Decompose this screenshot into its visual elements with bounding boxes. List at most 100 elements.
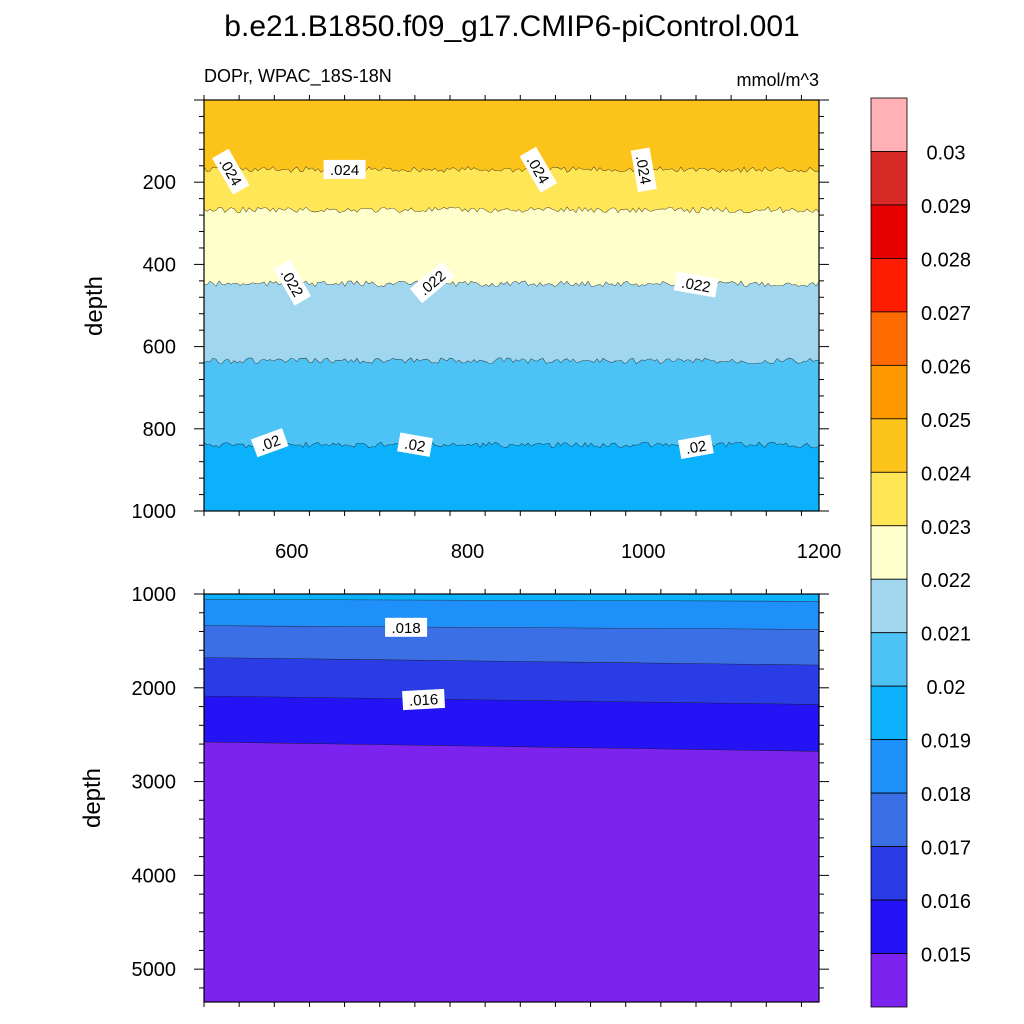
colorbar-swatch xyxy=(870,418,908,473)
colorbar-label: 0.018 xyxy=(921,784,971,806)
contour-label-box xyxy=(323,159,366,179)
upper-y-tick-label: 400 xyxy=(143,254,176,276)
lower-y-tick-label: 3000 xyxy=(132,772,177,794)
upper-depth-panel: .024.024.024.024.022.022.022.02.02.02200… xyxy=(81,95,841,563)
contour-label-box xyxy=(630,147,657,193)
figure-title: b.e21.B1850.f09_g17.CMIP6-piControl.001 xyxy=(224,10,799,43)
contour-label-box xyxy=(273,259,312,306)
upper-x-tick-label: 1000 xyxy=(621,541,666,563)
upper-band-fill xyxy=(204,166,819,214)
lower-panel-frame xyxy=(203,593,820,1003)
colorbar-swatch xyxy=(870,151,908,206)
colorbar-swatch xyxy=(870,204,908,259)
contour-label-box xyxy=(397,432,433,457)
colorbar-label: 0.025 xyxy=(921,410,971,432)
upper-contour-label: .024 xyxy=(323,159,366,179)
colorbar-swatch xyxy=(870,578,908,634)
colorbar-swatch xyxy=(870,311,908,366)
upper-contour-label: .022 xyxy=(673,271,719,298)
upper-band-fill xyxy=(204,100,819,173)
contour-label-text: .02 xyxy=(403,436,426,456)
colorbar-label: 0.028 xyxy=(921,249,971,271)
contour-label-text: .022 xyxy=(680,275,712,297)
colorbar-label: 0.015 xyxy=(921,945,971,967)
lower-band-fill xyxy=(204,599,819,630)
colorbar-swatch xyxy=(870,953,908,1008)
lower-contour-line xyxy=(203,741,820,752)
colorbar-label: 0.029 xyxy=(921,196,971,218)
contour-label-box xyxy=(250,428,289,458)
upper-y-tick-label: 200 xyxy=(143,172,176,194)
upper-band-fill xyxy=(204,281,819,364)
colorbar-label: 0.03 xyxy=(927,142,966,164)
lower-band-fill xyxy=(204,594,819,602)
colorbar-swatch xyxy=(870,846,908,901)
contour-label-text: .02 xyxy=(257,432,282,455)
colorbar-label: 0.026 xyxy=(921,356,971,378)
contour-label-box xyxy=(212,148,250,195)
colorbar-swatch xyxy=(870,739,908,794)
subtitle-variable-region: DOPr, WPAC_18S-18N xyxy=(204,66,392,87)
lower-y-tick-label: 4000 xyxy=(132,865,177,887)
contour-label-box xyxy=(385,617,428,637)
colorbar-swatch xyxy=(870,258,908,313)
colorbar-swatch xyxy=(870,685,908,741)
lower-band-fill xyxy=(204,657,819,705)
lower-y-tick-label: 1000 xyxy=(132,584,177,606)
contour-label-text: .016 xyxy=(409,691,439,710)
lower-contour-line xyxy=(203,657,820,666)
upper-y-tick-label: 800 xyxy=(143,419,176,441)
upper-band-fill xyxy=(204,442,819,511)
colorbar-label: 0.019 xyxy=(921,731,971,753)
upper-contour-label: .02 xyxy=(250,428,289,458)
contour-label-text: .024 xyxy=(632,154,654,186)
colorbar-swatch xyxy=(870,525,908,580)
contour-label-text: .018 xyxy=(391,620,420,637)
lower-contour-label: .016 xyxy=(402,688,446,711)
lower-band-fill xyxy=(204,696,819,752)
lower-y-axis-label: depth xyxy=(79,768,106,828)
colorbar-label: 0.024 xyxy=(921,463,971,485)
contour-label-box xyxy=(519,146,558,193)
colorbar-label: 0.016 xyxy=(921,891,971,913)
colorbar-label: 0.02 xyxy=(927,677,966,699)
lower-band-fill xyxy=(204,625,819,666)
upper-y-tick-label: 600 xyxy=(143,337,176,359)
upper-contour-label: .02 xyxy=(397,432,433,457)
upper-contour-label: .024 xyxy=(630,147,657,193)
upper-y-axis-label: depth xyxy=(81,276,108,336)
lower-y-tick-label: 2000 xyxy=(132,678,177,700)
upper-x-tick-label: 600 xyxy=(275,541,308,563)
colorbar-swatch xyxy=(870,364,908,420)
subtitle-units: mmol/m^3 xyxy=(737,70,819,90)
contour-label-text: .02 xyxy=(684,438,707,458)
colorbar: 0.03 0.029 0.028 0.027 0.026 0.025 0.024 0.023 0… xyxy=(870,97,971,1008)
colorbar-swatch xyxy=(870,471,908,527)
colorbar-swatch xyxy=(870,632,908,687)
contour-label-box xyxy=(678,434,714,460)
upper-x-tick-label: 800 xyxy=(451,541,484,563)
colorbar-label: 0.023 xyxy=(921,517,971,539)
contour-label-box xyxy=(673,271,719,298)
contour-label-text: .024 xyxy=(330,162,359,179)
lower-depth-panel: .018 .016 1000 2000 3000 4000 5000 depth xyxy=(79,584,829,1007)
contour-label-box xyxy=(409,261,455,304)
colorbar-label: 0.021 xyxy=(921,624,971,646)
upper-x-tick-label: 1200 xyxy=(797,541,842,563)
upper-panel-frame xyxy=(203,99,820,512)
colorbar-label: 0.022 xyxy=(921,570,971,592)
lower-contour-label: .018 xyxy=(385,617,428,637)
upper-contour-label: .02 xyxy=(678,434,714,460)
colorbar-swatch xyxy=(870,792,908,847)
contour-label-box xyxy=(402,688,446,711)
upper-band-fill xyxy=(204,358,819,449)
lower-y-tick-label: 5000 xyxy=(132,959,177,981)
upper-y-tick-label: 1000 xyxy=(132,501,177,523)
colorbar-label: 0.027 xyxy=(921,303,971,325)
upper-band-fill xyxy=(204,207,819,287)
colorbar-label: 0.017 xyxy=(921,838,971,860)
colorbar-swatch xyxy=(870,97,908,152)
lower-band-fill xyxy=(204,742,819,1002)
colorbar-swatch xyxy=(870,899,908,954)
